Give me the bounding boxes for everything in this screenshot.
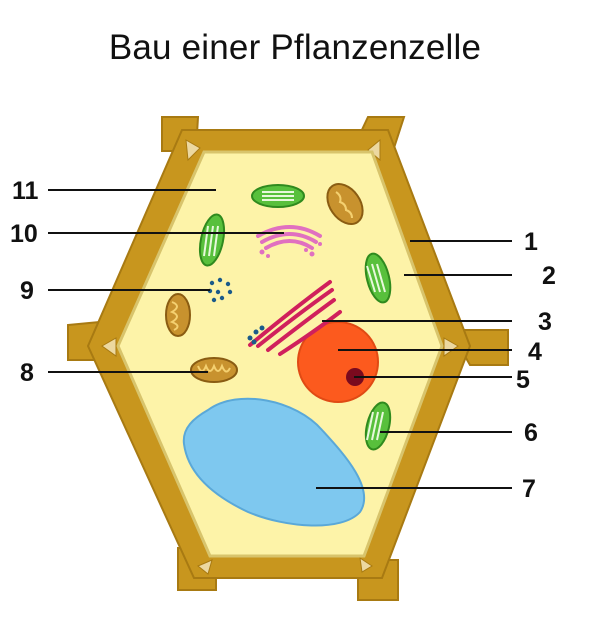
vacuole bbox=[182, 397, 366, 527]
label-10: 10 bbox=[10, 220, 38, 248]
endoplasmic-reticulum bbox=[248, 280, 342, 356]
label-11: 11 bbox=[12, 177, 39, 205]
diagram-title: Bau einer Pflanzenzelle bbox=[108, 28, 482, 67]
label-4: 4 bbox=[528, 338, 542, 366]
mitochondrion-left bbox=[165, 293, 191, 337]
label-3: 3 bbox=[538, 308, 552, 336]
label-8: 8 bbox=[20, 359, 34, 387]
label-6: 6 bbox=[524, 419, 538, 447]
label-1: 1 bbox=[524, 228, 538, 256]
er-ribosomes bbox=[247, 325, 265, 345]
label-2: 2 bbox=[542, 262, 556, 290]
label-9: 9 bbox=[20, 277, 34, 305]
golgi-vesicles bbox=[259, 242, 322, 258]
leader-lines bbox=[48, 189, 512, 489]
mitochondrion-bottom bbox=[190, 357, 238, 383]
chloroplast-lower bbox=[364, 401, 392, 451]
chloroplast-left bbox=[198, 213, 226, 267]
label-5: 5 bbox=[516, 366, 530, 394]
mitochondrion-top bbox=[326, 183, 364, 225]
wall-joints bbox=[101, 138, 459, 575]
label-7: 7 bbox=[522, 475, 536, 503]
chloroplast-right bbox=[364, 252, 392, 304]
ribosomes bbox=[207, 277, 233, 303]
chloroplast-top bbox=[251, 184, 305, 208]
